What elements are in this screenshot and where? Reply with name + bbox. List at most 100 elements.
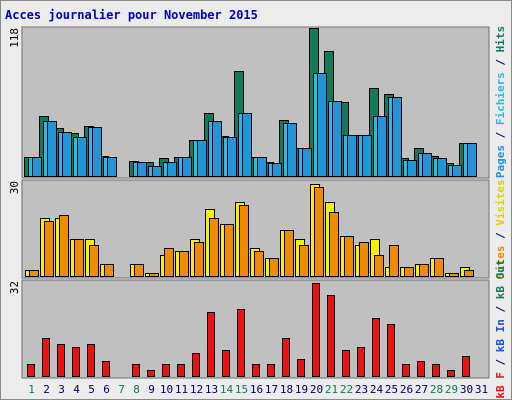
kb-bar-23 <box>357 347 365 377</box>
x-tick-label-8: 8 <box>133 383 140 396</box>
x-tick-label-22: 22 <box>340 383 353 396</box>
sites-bar-10 <box>164 248 174 277</box>
pages-bar-16 <box>257 157 267 177</box>
kb-bar-10 <box>162 364 170 377</box>
visits-sites-bars <box>25 184 474 277</box>
sites-bar-17 <box>269 258 279 277</box>
legend-hits: Hits <box>494 26 507 53</box>
x-tick-label-29: 29 <box>445 383 458 396</box>
pages-bar-5 <box>92 127 102 177</box>
kb-bar-13 <box>207 312 215 377</box>
x-tick-label-18: 18 <box>280 383 293 396</box>
legend-sites: Sites <box>494 246 507 279</box>
pages-bar-14 <box>227 137 237 177</box>
pages-bar-23 <box>362 135 372 177</box>
x-tick-label-14: 14 <box>220 383 234 396</box>
x-tick-label-28: 28 <box>430 383 443 396</box>
x-tick-label-15: 15 <box>235 383 248 396</box>
kb-bar-9 <box>147 370 155 377</box>
panel-kb-background <box>21 279 490 379</box>
sites-bar-25 <box>389 245 399 277</box>
sites-bar-6 <box>104 264 114 277</box>
chart-title: Acces journalier pour November 2015 <box>5 8 258 22</box>
x-tick-label-5: 5 <box>88 383 95 396</box>
x-tick-label-3: 3 <box>58 383 65 396</box>
pages-bar-6 <box>107 157 117 177</box>
hits-files-pages-bars <box>24 28 477 177</box>
sites-bar-23 <box>359 242 369 277</box>
kb-bar-26 <box>402 364 410 377</box>
kb-bar-22 <box>342 350 350 377</box>
pages-bar-19 <box>302 148 312 177</box>
kb-bar-21 <box>327 295 335 377</box>
kb-bar-25 <box>387 324 395 377</box>
pages-bar-3 <box>62 132 72 177</box>
sites-bar-1 <box>29 270 39 277</box>
x-tick-label-2: 2 <box>43 383 50 396</box>
pages-bar-20 <box>317 73 327 177</box>
sites-bar-12 <box>194 242 204 277</box>
kb-bar-6 <box>102 361 110 377</box>
sites-bar-11 <box>179 251 189 277</box>
pages-bar-22 <box>347 135 357 177</box>
kb-bars <box>27 283 470 377</box>
kb-bar-16 <box>252 364 260 377</box>
panel-hits-max-label: 118 <box>8 28 21 48</box>
x-tick-label-11: 11 <box>175 383 188 396</box>
kb-bar-29 <box>447 370 455 377</box>
sites-bar-27 <box>419 264 429 277</box>
x-tick-label-9: 9 <box>148 383 155 396</box>
legend-pages: Pages <box>494 145 507 178</box>
sites-bar-13 <box>209 218 219 277</box>
pages-bar-10 <box>167 162 177 177</box>
x-tick-label-6: 6 <box>103 383 110 396</box>
legend-sep-3: / <box>494 226 507 246</box>
x-tick-label-10: 10 <box>160 383 173 396</box>
kb-bar-27 <box>417 361 425 377</box>
legend-panel-kb: kB F / kB In / kB Out <box>494 259 507 398</box>
pages-bar-25 <box>392 97 402 177</box>
kb-bar-15 <box>237 309 245 377</box>
x-tick-label-30: 30 <box>460 383 473 396</box>
legend-kb-f: kB F <box>494 372 507 399</box>
sites-bar-26 <box>404 267 414 277</box>
kb-bar-11 <box>177 364 185 377</box>
pages-bar-8 <box>137 162 147 177</box>
kb-bar-20 <box>312 283 320 377</box>
pages-bar-29 <box>452 165 462 177</box>
pages-bar-28 <box>437 158 447 177</box>
kb-bar-28 <box>432 364 440 377</box>
legend-sep-2: / <box>494 52 507 72</box>
legend-panel-hits: Pages / Fichiers / Hits <box>494 26 507 178</box>
kb-bar-18 <box>282 338 290 377</box>
kb-bar-2 <box>42 338 50 377</box>
legend-kb-out: kB Out <box>494 259 507 299</box>
pages-bar-2 <box>47 121 57 177</box>
x-tick-label-17: 17 <box>265 383 278 396</box>
pages-bar-21 <box>332 101 342 177</box>
sites-bar-18 <box>284 230 294 277</box>
x-tick-label-19: 19 <box>295 383 308 396</box>
x-tick-label-13: 13 <box>205 383 218 396</box>
legend-sep-5: / <box>494 299 507 319</box>
x-tick-label-21: 21 <box>325 383 338 396</box>
pages-bar-11 <box>182 157 192 177</box>
x-tick-label-23: 23 <box>355 383 368 396</box>
sites-bar-3 <box>59 215 69 277</box>
x-tick-label-25: 25 <box>385 383 398 396</box>
pages-bar-12 <box>197 140 207 177</box>
pages-bar-27 <box>422 153 432 177</box>
panel-visits-max-label: 30 <box>8 181 21 194</box>
sites-bar-15 <box>239 205 249 277</box>
sites-bar-9 <box>149 273 159 277</box>
sites-bar-22 <box>344 236 354 277</box>
kb-bar-24 <box>372 318 380 377</box>
sites-bar-30 <box>464 270 474 277</box>
pages-bar-30 <box>467 143 477 177</box>
x-tick-label-12: 12 <box>190 383 203 396</box>
pages-bar-4 <box>77 137 87 177</box>
sites-bar-20 <box>314 187 324 277</box>
pages-bar-18 <box>287 123 297 177</box>
pages-bar-24 <box>377 116 387 177</box>
